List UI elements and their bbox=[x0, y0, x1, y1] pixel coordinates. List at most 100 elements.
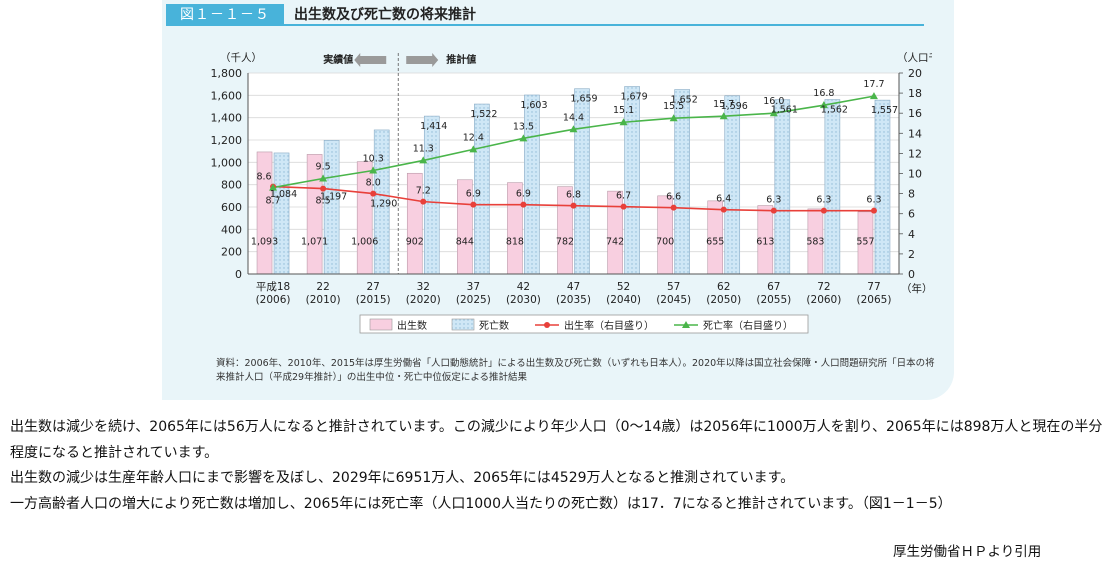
death-rate-point bbox=[569, 125, 578, 133]
death-bar-label: 1,561 bbox=[771, 105, 798, 116]
death-rate-point bbox=[619, 118, 628, 126]
birth-bar-label: 902 bbox=[406, 237, 424, 248]
birth-rate-label: 6.3 bbox=[816, 195, 831, 206]
birth-rate-label: 8.5 bbox=[316, 196, 331, 207]
death-bar bbox=[824, 99, 841, 275]
y-left-tick-label: 1,400 bbox=[211, 112, 243, 125]
x-unit: （年） bbox=[901, 282, 932, 295]
y-left-tick-label: 1,600 bbox=[211, 89, 243, 102]
death-rate-label: 15.1 bbox=[613, 105, 634, 116]
death-rate-label: 12.4 bbox=[463, 132, 484, 143]
birth-rate-label: 6.7 bbox=[616, 191, 631, 202]
x-tick-era: 22 bbox=[316, 281, 329, 293]
death-rate-label: 14.4 bbox=[563, 112, 584, 123]
death-rate-label: 16.8 bbox=[813, 88, 834, 99]
birth-bar-label: 782 bbox=[556, 237, 574, 248]
legend-label: 死亡数 bbox=[479, 319, 509, 332]
death-rate-label: 11.3 bbox=[413, 143, 434, 154]
death-bar-label: 1,596 bbox=[721, 101, 748, 112]
death-bar-label: 1,290 bbox=[370, 199, 397, 210]
birth-rate-point bbox=[870, 207, 877, 214]
birth-bar-label: 1,071 bbox=[301, 237, 328, 248]
arrow-left-icon bbox=[354, 53, 387, 67]
y-right-tick-label: 12 bbox=[908, 147, 922, 160]
x-tick-era: 27 bbox=[367, 281, 380, 293]
death-rate-label: 16.0 bbox=[763, 96, 784, 107]
y-right-tick-label: 20 bbox=[908, 67, 922, 80]
x-tick-year: (2025) bbox=[456, 294, 491, 306]
x-tick-year: (2065) bbox=[857, 294, 892, 306]
x-tick-year: (2015) bbox=[356, 294, 391, 306]
source-note: 資料：2006年、2010年、2015年は厚生労働省「人口動態統計」による出生数… bbox=[216, 358, 935, 383]
x-tick-era: 72 bbox=[817, 281, 830, 293]
y-right-tick-label: 18 bbox=[908, 87, 922, 100]
x-tick-era: 32 bbox=[417, 281, 430, 293]
birth-rate-point bbox=[670, 204, 677, 211]
x-tick-year: (2010) bbox=[306, 294, 341, 306]
birth-rate-label: 6.3 bbox=[866, 195, 881, 206]
birth-bar-label: 557 bbox=[856, 237, 874, 248]
birth-rate-label: 8.7 bbox=[265, 196, 280, 207]
y-left-tick-label: 600 bbox=[221, 201, 242, 214]
birth-bar-label: 700 bbox=[656, 237, 674, 248]
death-rate-label: 10.3 bbox=[363, 153, 384, 164]
death-rate-point bbox=[719, 112, 728, 120]
death-bar bbox=[323, 140, 340, 275]
death-rate-point bbox=[419, 156, 428, 164]
birth-rate-point bbox=[520, 201, 527, 208]
x-tick-era: 52 bbox=[617, 281, 630, 293]
x-tick-era: 77 bbox=[867, 281, 880, 293]
death-bar-label: 1,197 bbox=[320, 191, 347, 202]
y-right-unit: （人口千対） bbox=[897, 51, 932, 64]
death-bar bbox=[874, 99, 891, 275]
birth-bar-label: 1,093 bbox=[251, 237, 278, 248]
paragraph-2: 出生数の減少は生産年齢人口にまで影響を及ぼし、2029年に6951万人、2065… bbox=[10, 470, 795, 486]
birth-bar-label: 1,006 bbox=[351, 237, 378, 248]
death-rate-point bbox=[319, 174, 328, 182]
birth-bar-label: 613 bbox=[756, 237, 774, 248]
y-right-tick-label: 8 bbox=[908, 188, 915, 201]
birth-rate-label: 6.8 bbox=[566, 190, 581, 201]
birth-bar-label: 742 bbox=[606, 237, 624, 248]
death-bar-label: 1,679 bbox=[620, 92, 647, 103]
x-tick-era: 62 bbox=[717, 281, 730, 293]
death-rate-point bbox=[269, 183, 278, 191]
birth-rate-point bbox=[770, 207, 777, 214]
x-tick-era: 57 bbox=[667, 281, 680, 293]
x-tick-year: (2006) bbox=[256, 294, 291, 306]
birth-bar-label: 844 bbox=[456, 237, 474, 248]
actual-label: 実績値 bbox=[323, 53, 353, 66]
birth-rate-label: 6.9 bbox=[466, 189, 481, 200]
birth-bar-label: 583 bbox=[806, 237, 824, 248]
death-rate-point bbox=[869, 92, 878, 100]
birth-rate-point bbox=[420, 198, 427, 205]
legend-marker bbox=[544, 322, 550, 328]
body-text: 出生数は減少を続け、2065年には56万人になると推計されています。この減少によ… bbox=[10, 415, 1115, 517]
death-bar-label: 1,557 bbox=[871, 105, 898, 116]
birth-rate-point bbox=[570, 202, 577, 209]
birth-bar bbox=[607, 190, 623, 275]
birth-bar-label: 818 bbox=[506, 237, 524, 248]
y-left-tick-label: 800 bbox=[221, 179, 242, 192]
paragraph-3: 一方高齢者人口の増大により死亡数は増加し、2065年には死亡率（人口1000人当… bbox=[10, 495, 952, 512]
death-bar bbox=[724, 95, 741, 275]
y-left-tick-label: 400 bbox=[221, 223, 242, 236]
death-rate-point bbox=[819, 101, 828, 109]
x-tick-year: (2035) bbox=[556, 294, 591, 306]
death-rate-label: 8.6 bbox=[256, 172, 271, 183]
x-tick-year: (2060) bbox=[806, 294, 841, 306]
birth-rate-label: 6.6 bbox=[666, 192, 681, 203]
birth-rate-point bbox=[320, 185, 327, 192]
death-bar bbox=[774, 99, 791, 275]
y-left-tick-label: 1,200 bbox=[211, 134, 243, 147]
death-rate-label: 9.5 bbox=[316, 162, 331, 173]
death-bar bbox=[273, 152, 290, 275]
legend-marker bbox=[682, 321, 690, 328]
x-tick-year: (2050) bbox=[706, 294, 741, 306]
x-tick-year: (2040) bbox=[606, 294, 641, 306]
x-tick-era: 47 bbox=[567, 281, 580, 293]
x-tick-era: 67 bbox=[767, 281, 780, 293]
birth-rate-label: 6.3 bbox=[766, 195, 781, 206]
y-left-tick-label: 1,000 bbox=[211, 156, 243, 169]
birth-rate-point bbox=[470, 201, 477, 208]
